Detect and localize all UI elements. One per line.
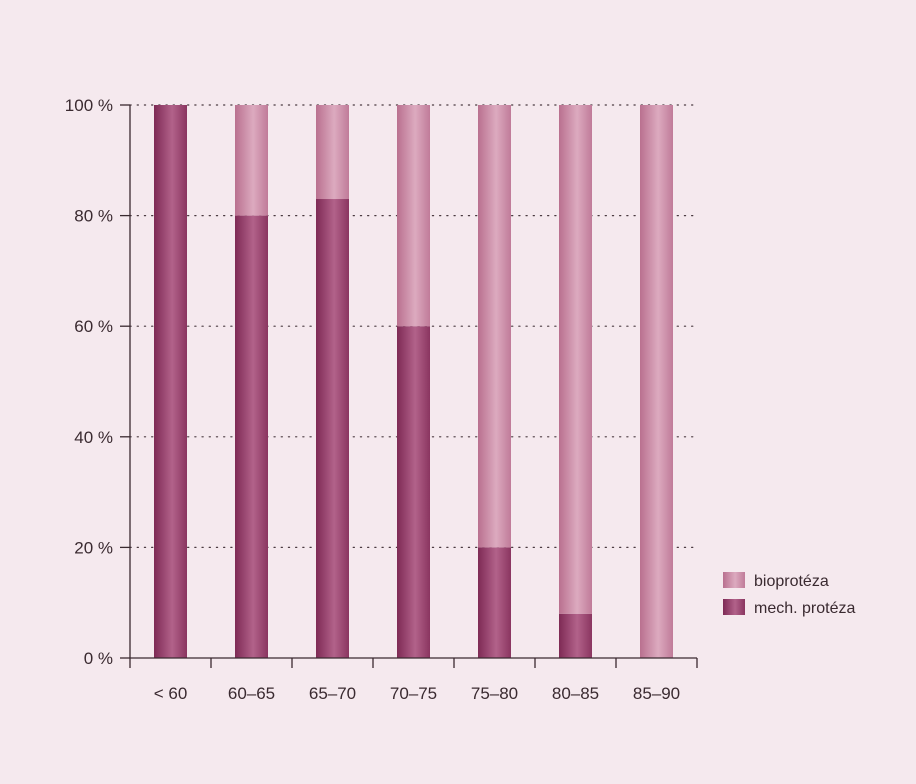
x-tick-label: 70–75 <box>390 684 437 703</box>
bar-segment-bioproteza <box>316 105 349 200</box>
x-tick-label: 60–65 <box>228 684 275 703</box>
legend-swatch <box>723 572 745 588</box>
legend: bioprotéza mech. protéza <box>723 572 855 617</box>
y-tick-label: 40 % <box>74 428 113 447</box>
bar-segment-mech-proteza <box>397 326 430 658</box>
legend-label: bioprotéza <box>754 573 829 590</box>
bar-segment-bioproteza <box>559 105 592 614</box>
bar-segment-bioproteza <box>478 105 511 548</box>
axes: 0 % 20 % 40 % 60 % 80 % 100 % < 60 60–65 65–70 70… <box>65 96 698 703</box>
x-tick-label: 85–90 <box>633 684 680 703</box>
bar-segment-mech-proteza <box>478 547 511 658</box>
x-tick-label: 80–85 <box>552 684 599 703</box>
y-tick-label: 60 % <box>74 317 113 336</box>
bar-segment-bioproteza <box>397 105 430 327</box>
bar-segment-bioproteza <box>235 105 268 216</box>
legend-label: mech. protéza <box>754 600 855 617</box>
bar-segment-mech-proteza <box>235 215 268 658</box>
y-tick-label: 80 % <box>74 207 113 226</box>
x-tick-label: 75–80 <box>471 684 518 703</box>
bar-segment-bioproteza <box>640 105 673 658</box>
x-tick-label: 65–70 <box>309 684 356 703</box>
bars <box>154 105 673 658</box>
grid-lines <box>129 104 698 549</box>
bar-segment-mech-proteza <box>559 613 592 658</box>
legend-swatch <box>723 599 745 615</box>
y-tick-label: 20 % <box>74 538 113 557</box>
y-tick-label: 100 % <box>65 96 113 115</box>
y-tick-label: 0 % <box>84 649 113 668</box>
bar-segment-mech-proteza <box>316 199 349 658</box>
x-tick-label: < 60 <box>154 684 188 703</box>
bar-segment-mech-proteza <box>154 105 187 658</box>
